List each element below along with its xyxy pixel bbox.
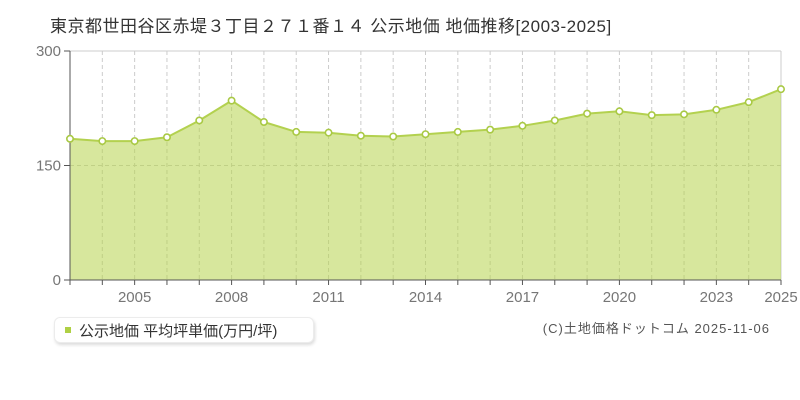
y-tick-label: 0: [53, 272, 61, 289]
data-point-marker: [292, 127, 301, 136]
data-point-marker: [744, 98, 753, 107]
page-title: 東京都世田谷区赤堤３丁目２７１番１４ 公示地価 地価推移[2003-2025]: [50, 17, 612, 36]
data-point-marker: [356, 131, 365, 140]
y-tick-label: 150: [36, 158, 61, 175]
x-tick-label: 2011: [312, 289, 344, 306]
x-tick-label: 2014: [409, 289, 442, 306]
x-tick-label: 2020: [603, 289, 636, 306]
x-tick-label: 2023: [700, 289, 733, 306]
x-tick-label: 2008: [215, 289, 248, 306]
data-point-marker: [680, 110, 689, 119]
data-point-marker: [389, 132, 398, 141]
data-point-marker: [486, 125, 495, 134]
data-point-marker: [324, 128, 333, 137]
data-point-marker: [550, 116, 559, 125]
y-tick-label: 300: [36, 43, 61, 60]
data-point-marker: [227, 96, 236, 105]
data-point-marker: [518, 121, 527, 130]
x-tick-label: 2005: [118, 289, 151, 306]
data-point-marker: [66, 134, 75, 143]
data-point-marker: [712, 105, 721, 114]
legend: 公示地価 平均坪単価(万円/坪): [54, 317, 314, 343]
data-point-marker: [647, 111, 656, 120]
data-point-marker: [98, 137, 107, 146]
data-point-marker: [162, 133, 171, 142]
x-tick-label: 2025: [764, 289, 797, 306]
legend-series-marker-icon: [65, 327, 71, 333]
data-point-marker: [453, 127, 462, 136]
data-point-marker: [583, 109, 592, 118]
data-point-marker: [421, 130, 430, 139]
data-point-marker: [130, 137, 139, 146]
legend-series-label: 公示地価 平均坪単価(万円/坪): [79, 322, 278, 340]
area-fill: [70, 89, 781, 280]
data-point-marker: [259, 117, 268, 126]
data-point-marker: [615, 107, 624, 116]
data-point-marker: [776, 85, 785, 94]
data-point-marker: [195, 116, 204, 125]
x-tick-label: 2017: [506, 289, 539, 306]
copyright-text: (C)土地価格ドットコム 2025-11-06: [542, 321, 770, 336]
